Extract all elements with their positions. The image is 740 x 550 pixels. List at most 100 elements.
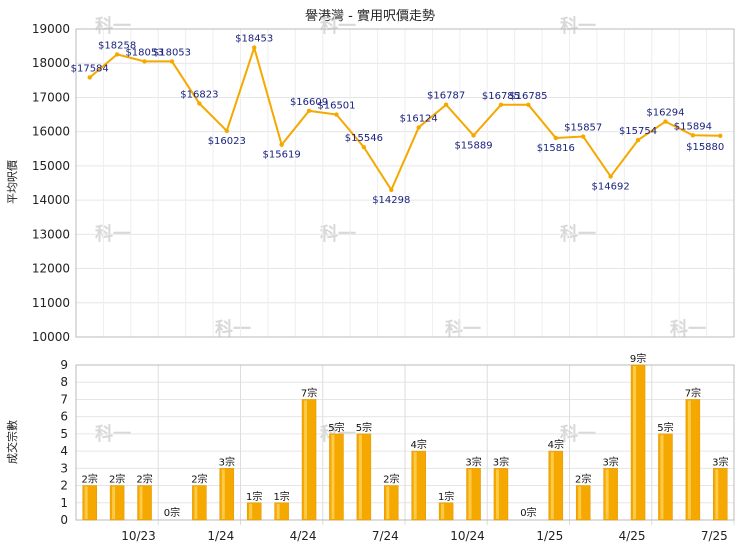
count-data-label: 2宗	[109, 473, 125, 486]
price-y-tick-label: 16000	[32, 125, 70, 139]
price-data-label: $18258	[98, 40, 136, 51]
price-data-label: $18453	[235, 34, 273, 45]
count-y-tick-label: 4	[60, 444, 68, 458]
count-bar-highlight	[605, 469, 609, 519]
count-data-label: 5宗	[328, 421, 344, 434]
x-tick-label: 7/24	[372, 529, 399, 543]
count-bar-highlight	[468, 469, 472, 519]
x-tick-label: 10/24	[450, 529, 485, 543]
count-bar-highlight	[578, 486, 582, 519]
price-point	[608, 174, 613, 179]
price-point	[389, 187, 394, 193]
count-data-label: 2宗	[82, 473, 98, 486]
price-point	[690, 133, 696, 138]
price-y-tick-label: 13000	[32, 227, 70, 241]
price-data-label: $16023	[208, 136, 246, 147]
count-data-label: 1宗	[273, 490, 289, 503]
price-data-label: $15857	[564, 123, 602, 134]
count-y-tick-label: 6	[60, 410, 68, 424]
count-data-label: 2宗	[191, 473, 207, 486]
price-point	[224, 128, 229, 134]
count-data-label: 3宗	[602, 455, 618, 468]
price-point	[663, 119, 668, 124]
price-point	[718, 133, 723, 138]
price-data-label: $16501	[317, 101, 355, 112]
x-tick-label: 10/23	[121, 529, 156, 543]
count-data-label: 5宗	[657, 421, 673, 434]
count-bar-highlight	[84, 486, 88, 519]
count-bar-highlight	[633, 366, 637, 519]
count-bar-highlight	[194, 486, 198, 519]
count-bar-highlight	[495, 469, 499, 519]
count-bar-highlight	[249, 503, 253, 519]
count-data-label: 2宗	[383, 473, 399, 486]
count-bar-highlight	[550, 452, 554, 519]
price-point	[114, 52, 120, 57]
price-point	[142, 59, 147, 64]
count-bar-highlight	[112, 486, 116, 519]
price-point	[334, 112, 339, 117]
price-data-label: $15546	[345, 133, 383, 144]
price-data-label: $16823	[180, 90, 218, 101]
price-data-label: $15889	[454, 140, 492, 151]
watermark-mark: 科一	[215, 318, 251, 340]
watermark-mark: 科一	[320, 15, 356, 37]
price-y-tick-label: 14000	[32, 193, 70, 207]
price-y-tick-label: 11000	[32, 296, 70, 310]
price-y-axis-label: 平均呎價	[5, 160, 19, 204]
price-point	[443, 102, 449, 107]
count-y-tick-label: 9	[60, 358, 68, 372]
price-point	[553, 135, 558, 141]
price-y-tick-label: 10000	[32, 330, 70, 344]
price-point	[581, 134, 586, 139]
count-y-axis-label: 成交宗數	[5, 420, 19, 464]
count-data-label: 1宗	[438, 490, 454, 503]
price-data-label: $15880	[686, 142, 724, 153]
count-y-tick-label: 3	[60, 461, 68, 475]
watermarks: 科一科一科一科一科一科一科一科一科一科一科一科一	[95, 15, 706, 445]
price-point	[361, 145, 367, 150]
count-data-label: 5宗	[356, 421, 372, 434]
count-data-label: 2宗	[136, 473, 152, 486]
count-data-label: 3宗	[465, 455, 481, 468]
x-tick-label: 1/25	[536, 529, 563, 543]
count-data-label: 3宗	[493, 455, 509, 468]
count-bar-highlight	[221, 469, 225, 519]
count-data-label: 7宗	[301, 386, 317, 399]
count-bar-highlight	[276, 503, 280, 519]
count-data-label: 0宗	[520, 506, 536, 519]
price-point	[252, 45, 257, 50]
price-data-label: $16124	[400, 113, 438, 124]
count-data-label: 3宗	[219, 455, 235, 468]
x-tick-label: 7/25	[701, 529, 728, 543]
count-data-label: 7宗	[685, 386, 701, 399]
price-plot-frame	[75, 28, 735, 338]
price-point	[526, 102, 531, 108]
price-point	[306, 108, 312, 114]
price-point	[498, 102, 504, 108]
x-tick-label: 1/24	[207, 529, 234, 543]
count-data-label: 0宗	[164, 506, 180, 519]
price-point	[169, 59, 175, 64]
count-bar-highlight	[413, 452, 417, 519]
count-data-label: 4宗	[548, 438, 564, 451]
chart-title: 譽港灣 - 實用呎價走勢	[305, 8, 435, 24]
price-data-label: $16785	[482, 91, 520, 102]
price-point	[471, 133, 476, 138]
x-tick-label: 4/24	[290, 529, 317, 543]
price-data-label: $16787	[427, 91, 465, 102]
count-data-label: 9宗	[630, 352, 646, 365]
count-y-tick-label: 1	[60, 496, 68, 510]
price-point	[197, 101, 202, 106]
price-data-label: $18053	[153, 47, 191, 58]
transactions-bar-chart: 0 1 2 3 4 5 6 7 8 9 10/23 1/24 4/24 7/24 10/24 1/25 4/25…	[60, 352, 735, 543]
x-tick-label: 4/25	[619, 529, 646, 543]
price-data-label: $15894	[674, 121, 712, 132]
price-line-chart: 10000 11000 12000 13000 14000 15000 16000 17000…	[32, 22, 735, 344]
count-data-label: 3宗	[712, 455, 728, 468]
price-y-tick-label: 19000	[32, 22, 70, 36]
price-data-label: $14692	[592, 181, 630, 192]
price-data-label: $18053	[125, 47, 163, 58]
price-series-line	[89, 44, 721, 193]
